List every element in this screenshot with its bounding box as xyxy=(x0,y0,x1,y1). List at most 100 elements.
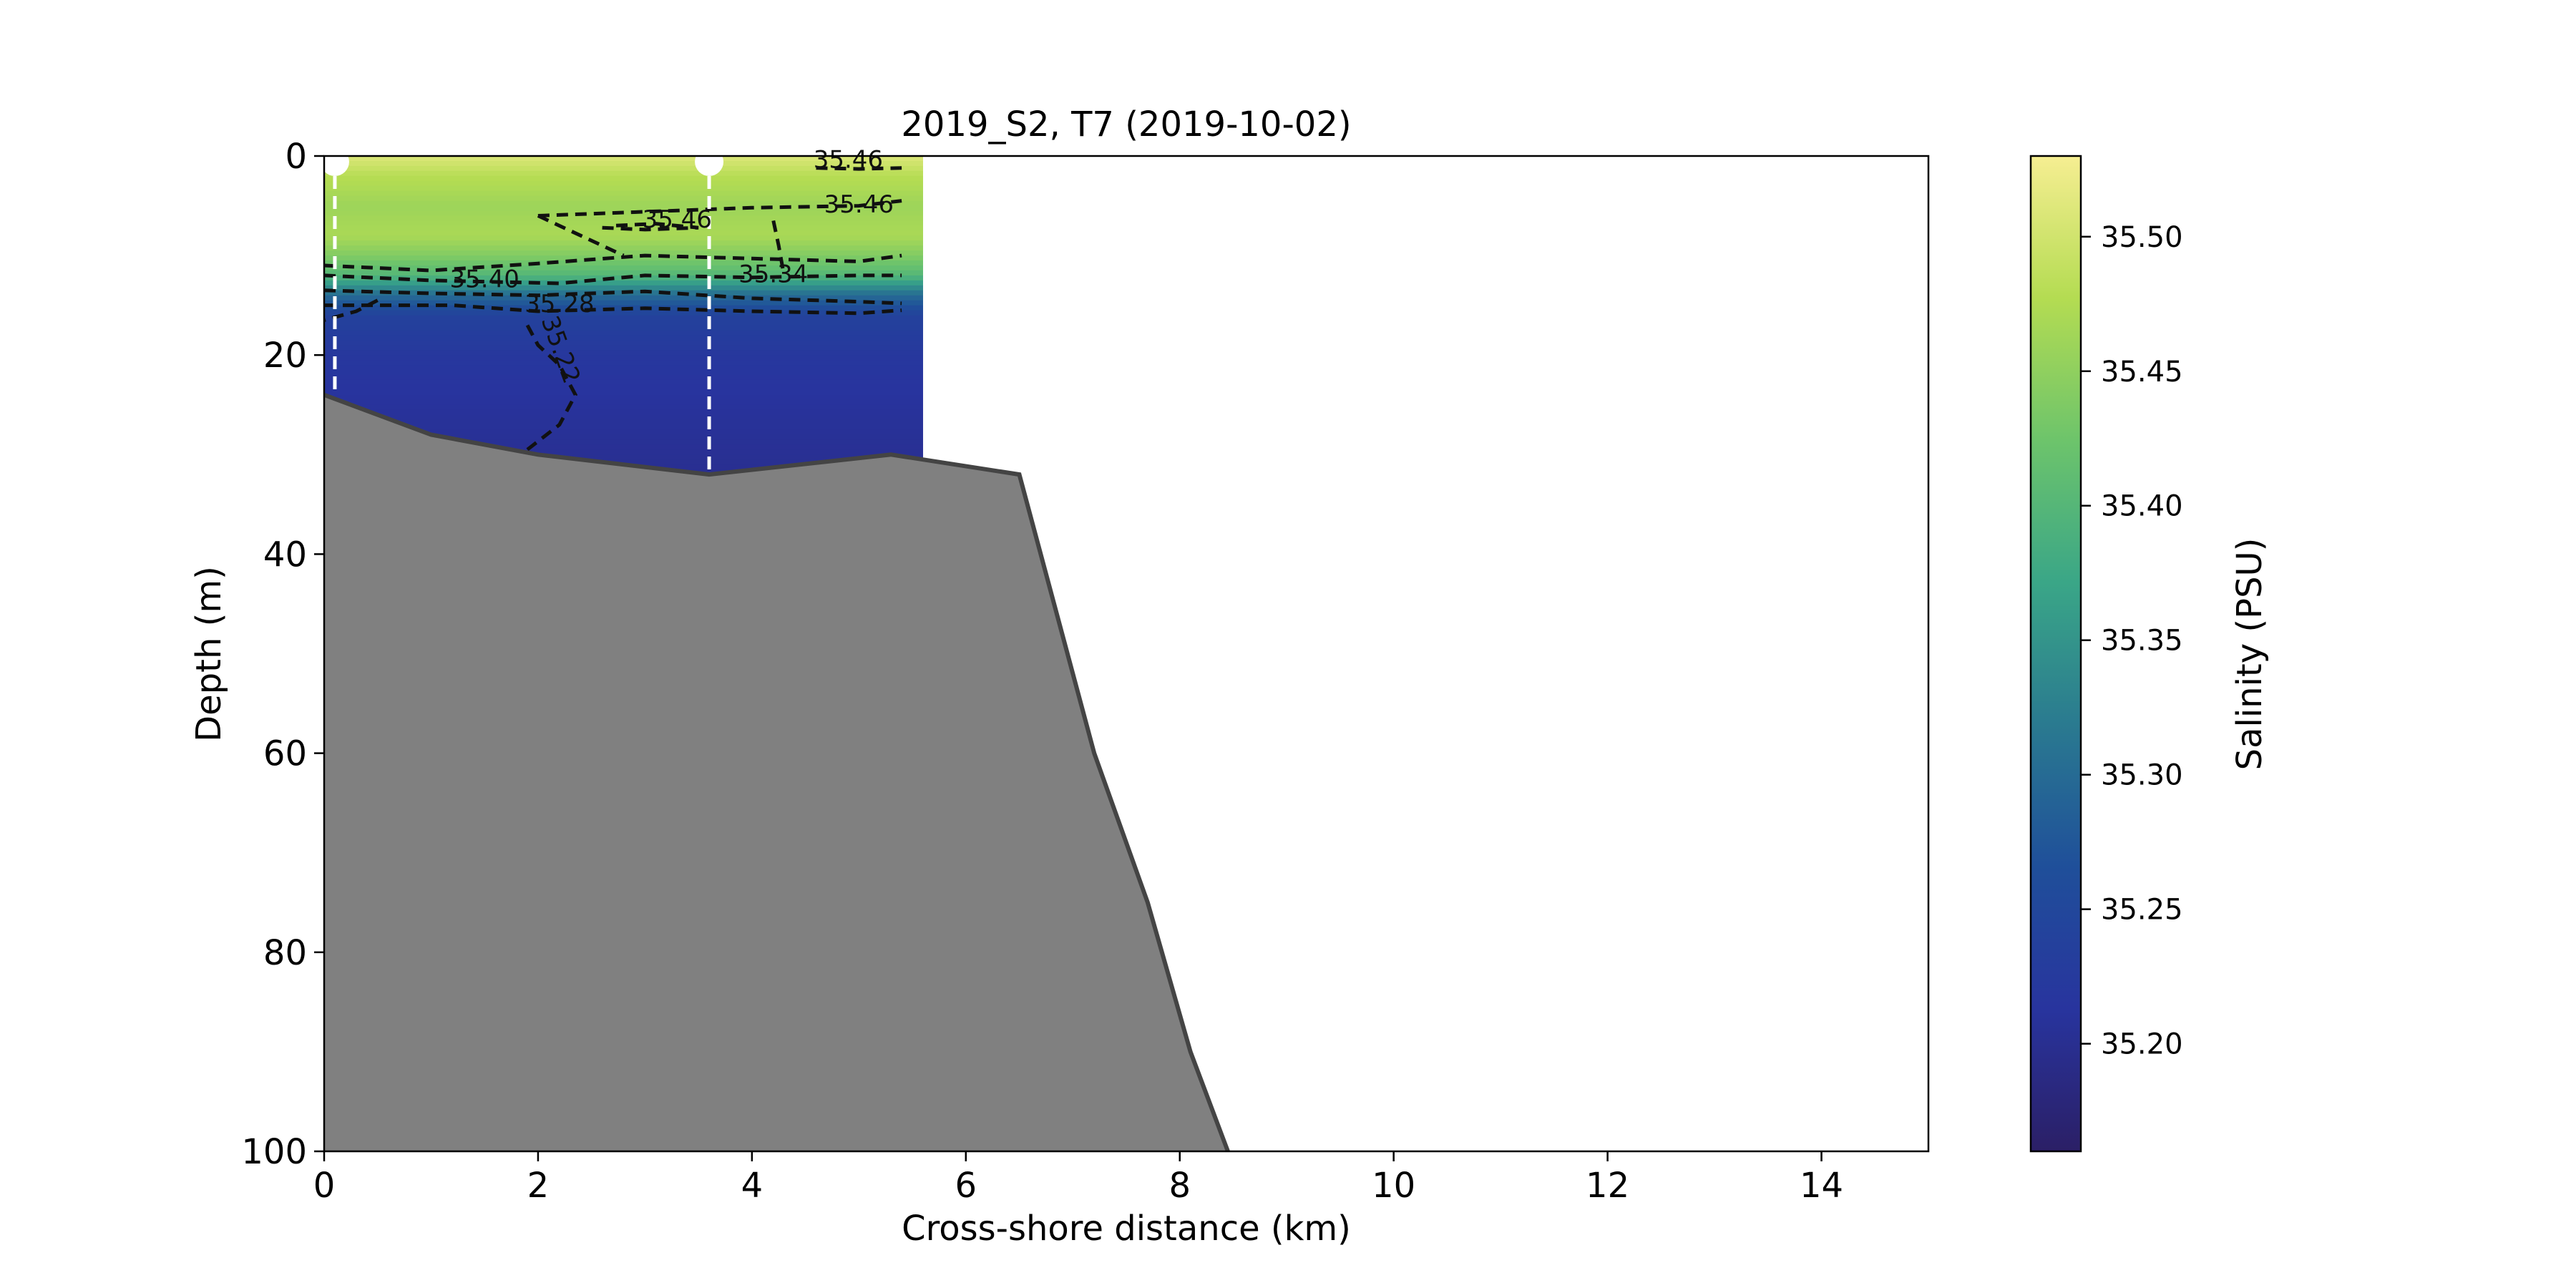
y-axis-label: Depth (m) xyxy=(189,566,229,742)
y-tick-label: 80 xyxy=(263,933,307,973)
contour-line xyxy=(537,214,625,258)
contour-label: 35.28 xyxy=(525,290,594,318)
heatmap-cell xyxy=(324,429,924,436)
heatmap-cell xyxy=(324,355,924,361)
heatmap-cell xyxy=(324,156,924,162)
salinity-contours xyxy=(324,166,902,452)
colorbar-tick-label: 35.30 xyxy=(2101,759,2183,792)
contour-label: 35.46 xyxy=(824,190,894,219)
heatmap-cell xyxy=(324,270,924,276)
x-tick-label: 6 xyxy=(955,1166,977,1206)
heatmap-cell xyxy=(324,399,924,406)
contour-line xyxy=(816,166,902,171)
contour-line xyxy=(324,253,902,273)
heatmap-cell xyxy=(324,235,924,241)
y-tick-label: 60 xyxy=(263,734,307,774)
heatmap-cell xyxy=(324,200,924,207)
seafloor-fill xyxy=(324,394,1228,1151)
x-tick-label: 8 xyxy=(1169,1166,1191,1206)
x-tick-label: 2 xyxy=(527,1166,550,1206)
station-marker xyxy=(695,156,724,176)
heatmap-cell xyxy=(324,245,924,251)
contour-label: 35.34 xyxy=(738,260,808,288)
heatmap-cell xyxy=(324,365,924,371)
seafloor-outline xyxy=(324,393,1230,1151)
contour-line xyxy=(537,199,902,218)
ctd-stations xyxy=(324,156,724,475)
heatmap-cell xyxy=(324,340,924,346)
contour-line xyxy=(324,303,902,316)
heatmap-cell xyxy=(324,394,924,401)
colorbar-label: Salinity (PSU) xyxy=(2230,538,2270,771)
colorbar-tick-label: 35.20 xyxy=(2101,1028,2183,1061)
heatmap-cell xyxy=(324,375,924,381)
heatmap-cell xyxy=(324,280,924,286)
x-tick-label: 0 xyxy=(313,1166,336,1206)
heatmap-cell xyxy=(324,215,924,222)
heatmap-cell xyxy=(324,424,924,431)
x-tick-label: 10 xyxy=(1372,1166,1415,1206)
station-marker xyxy=(324,156,349,176)
contour-line xyxy=(771,220,786,276)
contour-line xyxy=(324,288,902,306)
heatmap-cell xyxy=(324,240,924,246)
colorbar-tick-label: 35.40 xyxy=(2101,490,2183,523)
heatmap-cell xyxy=(324,350,924,356)
chart-title: 2019_S2, T7 (2019-10-02) xyxy=(901,104,1351,145)
heatmap-cell xyxy=(324,419,924,426)
heatmap-cell xyxy=(324,260,924,266)
heatmap-cell xyxy=(324,370,924,376)
heatmap-cell xyxy=(324,165,924,172)
heatmap-cell xyxy=(324,185,924,192)
heatmap-cell xyxy=(324,180,924,187)
contour-line xyxy=(324,273,902,286)
heatmap-cell xyxy=(324,379,924,386)
heatmap-cell xyxy=(324,205,924,212)
x-tick-label: 4 xyxy=(741,1166,763,1206)
colorbar-tick-label: 35.50 xyxy=(2101,221,2183,254)
heatmap-cell xyxy=(324,360,924,366)
heatmap-cell xyxy=(324,454,924,460)
colorbar-gradient xyxy=(2029,155,2082,1153)
heatmap-cell xyxy=(324,434,924,441)
heatmap-cell xyxy=(324,404,924,411)
heatmap-cell xyxy=(324,384,924,391)
contour-line xyxy=(525,324,578,452)
x-tick-label: 12 xyxy=(1586,1166,1629,1206)
heatmap-cell xyxy=(324,320,924,326)
x-axis-label: Cross-shore distance (km) xyxy=(902,1209,1351,1249)
heatmap-cell xyxy=(324,310,924,316)
y-axis-ticks: 0 20 40 60 80 100 xyxy=(241,137,324,1172)
heatmap-cell xyxy=(324,285,924,291)
heatmap-cell xyxy=(324,175,924,182)
x-tick-label: 14 xyxy=(1800,1166,1843,1206)
heatmap-cell xyxy=(324,459,924,465)
heatmap-cell xyxy=(324,335,924,341)
heatmap-cell xyxy=(324,409,924,416)
heatmap-cell xyxy=(324,190,924,197)
heatmap-cell xyxy=(324,170,924,177)
heatmap-cell xyxy=(324,345,924,351)
heatmap-cell xyxy=(324,195,924,202)
contour-label: 35.46 xyxy=(643,205,712,234)
y-tick-label: 100 xyxy=(241,1132,307,1172)
plot-area xyxy=(324,156,1230,1151)
heatmap-cell xyxy=(324,439,924,445)
heatmap-cell xyxy=(324,265,924,271)
heatmap-cell xyxy=(324,315,924,321)
heatmap-cell xyxy=(324,389,924,396)
heatmap-cell xyxy=(324,444,924,450)
y-tick-label: 40 xyxy=(263,535,307,575)
y-tick-label: 20 xyxy=(263,336,307,376)
colorbar-tick-label: 35.25 xyxy=(2101,894,2183,927)
plot-frame xyxy=(323,155,1930,1153)
heatmap-cell xyxy=(324,330,924,336)
heatmap-cell xyxy=(324,325,924,331)
y-tick-label: 0 xyxy=(285,137,307,177)
bathymetry xyxy=(324,393,1230,1151)
contour-line xyxy=(602,222,699,232)
colorbar-tick-label: 35.45 xyxy=(2101,356,2183,389)
heatmap-cell xyxy=(324,414,924,421)
